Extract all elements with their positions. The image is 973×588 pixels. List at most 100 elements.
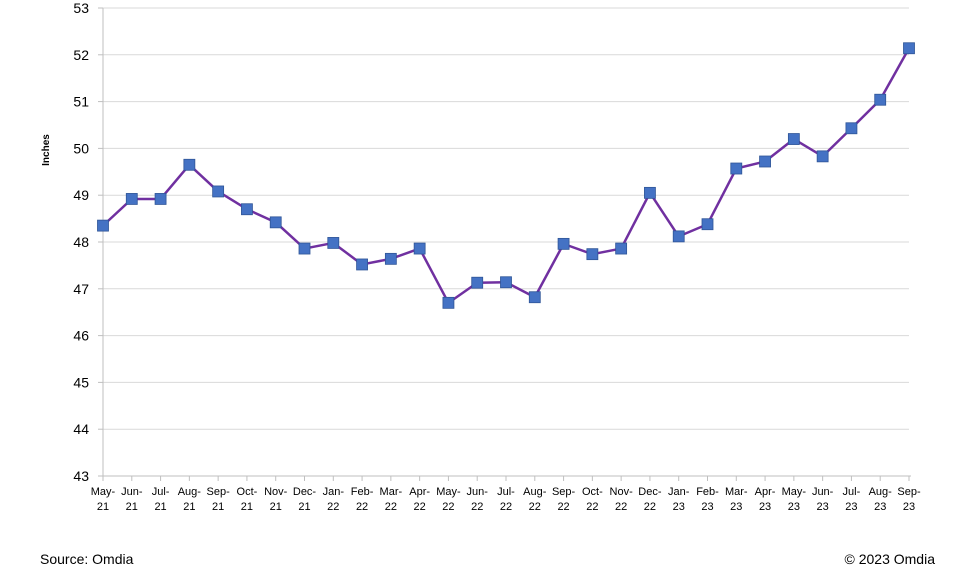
x-tick-label-year: 23 [817, 501, 829, 513]
data-point-marker [874, 93, 887, 106]
x-tick-label-year: 21 [183, 501, 195, 513]
x-tick-label-month: Dec- [293, 486, 317, 498]
data-point-marker [298, 242, 311, 255]
x-tick-label-year: 21 [298, 501, 310, 513]
x-tick-label-year: 22 [327, 501, 339, 513]
x-tick-label-month: Apr- [409, 486, 430, 498]
y-tick-label: 45 [73, 374, 89, 390]
data-point-marker [269, 216, 282, 229]
data-point-marker [413, 242, 426, 255]
x-tick-label-month: Jul- [152, 486, 170, 498]
y-tick-label: 43 [73, 468, 89, 484]
x-tick-label-year: 23 [759, 501, 771, 513]
data-point-marker [730, 162, 743, 175]
x-tick-label-month: Mar- [380, 486, 403, 498]
y-tick-label: 50 [73, 140, 89, 156]
x-tick-label-year: 22 [500, 501, 512, 513]
data-point-marker [471, 276, 484, 289]
x-tick-label-year: 23 [788, 501, 800, 513]
x-tick-label-year: 22 [471, 501, 483, 513]
source-note: Source: Omdia [40, 551, 134, 567]
data-point-marker [125, 193, 138, 205]
y-tick-label: 51 [73, 94, 89, 110]
x-tick-label-month: Jan- [323, 486, 345, 498]
data-point-marker [816, 150, 829, 163]
y-tick-label: 48 [73, 234, 89, 250]
x-tick-label-year: 22 [644, 501, 656, 513]
y-tick-label: 44 [73, 421, 89, 437]
data-point-marker [586, 248, 599, 261]
x-tick-label-month: Sep- [552, 486, 576, 498]
x-tick-label-month: Sep- [207, 486, 231, 498]
data-point-marker [701, 218, 714, 231]
x-tick-label-month: Jul- [497, 486, 515, 498]
data-point-marker [154, 193, 167, 205]
x-tick-label-month: Jun- [812, 486, 834, 498]
x-tick-label-year: 22 [442, 501, 454, 513]
x-tick-label-year: 22 [529, 501, 541, 513]
x-tick-label-month: May- [436, 486, 461, 498]
x-tick-label-month: Jun- [467, 486, 489, 498]
data-point-marker [672, 230, 685, 243]
x-tick-label-year: 21 [212, 501, 224, 513]
x-tick-label-year: 23 [701, 501, 713, 513]
x-tick-label-year: 22 [414, 501, 426, 513]
x-tick-label-year: 23 [730, 501, 742, 513]
x-tick-label-month: Feb- [696, 486, 719, 498]
x-tick-label-year: 22 [385, 501, 397, 513]
y-axis-label: Inches [41, 134, 52, 166]
x-tick-label-year: 23 [673, 501, 685, 513]
x-tick-label-year: 22 [586, 501, 598, 513]
x-tick-label-month: Apr- [755, 486, 776, 498]
x-tick-label-month: Nov- [264, 486, 288, 498]
y-tick-label: 52 [73, 47, 89, 63]
data-point-marker [212, 185, 225, 198]
x-tick-label-month: Aug- [523, 486, 547, 498]
x-tick-label-month: May- [782, 486, 807, 498]
data-point-marker [615, 242, 628, 255]
data-point-marker [442, 296, 455, 309]
x-tick-label-month: Oct- [582, 486, 603, 498]
x-tick-label-month: Mar- [725, 486, 748, 498]
x-tick-label-year: 21 [154, 501, 166, 513]
x-tick-label-year: 22 [557, 501, 569, 513]
x-tick-label-month: Aug- [178, 486, 202, 498]
x-tick-label-year: 21 [270, 501, 282, 513]
data-point-marker [557, 237, 570, 250]
data-point-marker [500, 276, 512, 289]
data-point-marker [241, 203, 253, 216]
data-point-marker [787, 133, 800, 145]
x-tick-label-year: 23 [903, 501, 915, 513]
series-group [97, 42, 915, 309]
y-tick-label: 49 [73, 187, 89, 203]
data-point-marker [327, 237, 340, 249]
y-tick-labels: 43 44 45 46 47 48 49 50 51 52 53 [73, 0, 89, 484]
x-tick-label-year: 23 [874, 501, 886, 513]
data-point-marker [759, 155, 771, 168]
x-tick-label-month: Jul- [843, 486, 861, 498]
data-point-marker [644, 186, 656, 199]
x-tick-label-month: May- [91, 486, 116, 498]
axes [98, 7, 911, 481]
x-tick-label-year: 21 [97, 501, 109, 513]
data-point-marker [384, 252, 397, 265]
x-tick-label-year: 22 [615, 501, 627, 513]
x-tick-labels: May- 21 Jun- 21 Jul- 21 Aug- 21 Sep- 21 Oct- 21 Nov-… [91, 486, 921, 513]
x-tick-label-year: 22 [356, 501, 368, 513]
data-point-marker [903, 42, 915, 55]
x-tick-label-month: Feb- [351, 486, 374, 498]
y-tick-label: 53 [73, 0, 89, 16]
data-point-marker [97, 219, 109, 232]
x-tick-label-month: Jun- [121, 486, 143, 498]
gridlines [103, 7, 909, 430]
x-tick-label-year: 23 [845, 501, 857, 513]
x-tick-label-month: Sep- [897, 486, 921, 498]
x-tick-label-month: Aug- [869, 486, 893, 498]
data-point-marker [845, 122, 858, 135]
x-tick-label-month: Jan- [668, 486, 690, 498]
y-tick-label: 46 [73, 328, 89, 344]
data-point-marker [183, 158, 196, 171]
data-point-marker [356, 258, 368, 271]
x-tick-label-year: 21 [126, 501, 138, 513]
